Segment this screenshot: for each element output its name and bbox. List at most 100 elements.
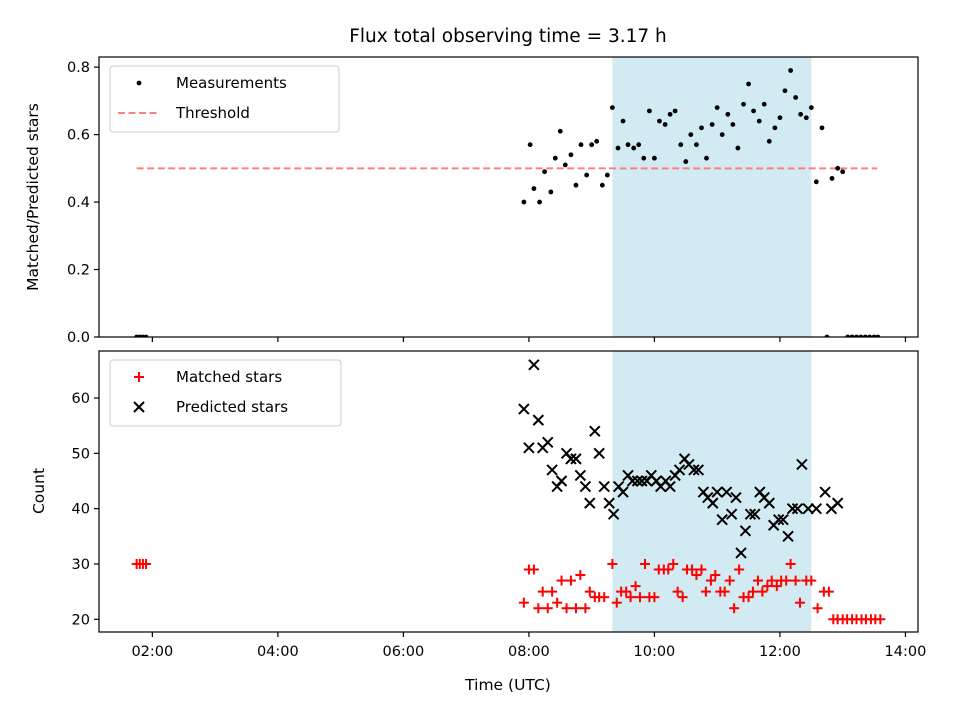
measurement-point	[761, 101, 767, 107]
matched-star-marker	[621, 586, 632, 597]
predicted-star-marker	[532, 414, 545, 426]
measurement-point	[777, 115, 783, 121]
top-shaded-region	[612, 57, 812, 337]
matched-star-marker	[806, 575, 817, 586]
bottom-y-tick-label: 60	[72, 391, 90, 407]
matched-star-marker	[599, 592, 610, 603]
measurement-point	[568, 152, 574, 158]
matched-star-marker	[766, 575, 777, 586]
predicted-star-marker	[707, 497, 719, 509]
matched-star-marker	[630, 581, 641, 592]
matched-star-marker	[528, 564, 539, 575]
measurement-point	[719, 132, 725, 137]
matched-star-marker	[747, 586, 758, 597]
matched-star-marker	[141, 558, 152, 569]
measurement-point	[756, 118, 762, 124]
matched-star-marker	[700, 586, 711, 597]
measurement-point	[683, 159, 689, 164]
measurement-point	[678, 142, 684, 148]
measurement-point	[652, 155, 657, 161]
predicted-star-marker	[542, 436, 554, 448]
legend-label: Threshold	[175, 104, 250, 122]
measurement-point	[657, 118, 662, 124]
measurement-point	[531, 186, 537, 191]
measurement-point	[573, 182, 579, 188]
top-axes-frame	[98, 56, 919, 338]
matched-star-marker	[757, 586, 768, 597]
measurement-point	[782, 88, 788, 94]
measurement-point	[584, 172, 590, 178]
measurement-point	[625, 142, 631, 148]
matched-star-marker	[580, 603, 591, 614]
x-tick-label: 08:00	[508, 644, 550, 660]
measurement-point	[766, 138, 772, 144]
matched-star-marker	[565, 575, 576, 586]
predicted-star-marker	[593, 447, 605, 460]
matched-star-marker	[556, 575, 567, 586]
matched-star-marker	[771, 581, 782, 592]
matched-star-marker	[537, 586, 548, 597]
predicted-star-marker	[744, 508, 757, 520]
matched-star-marker	[547, 586, 558, 597]
matched-star-marker	[570, 603, 581, 614]
measurement-point	[562, 162, 568, 168]
predicted-star-marker	[735, 547, 747, 559]
measurement-point	[793, 95, 799, 100]
top-y-tick-label: 0.0	[67, 330, 90, 346]
measurement-point	[604, 172, 610, 178]
matched-star-marker	[663, 564, 674, 575]
measurement-point	[725, 111, 731, 117]
predicted-star-marker	[617, 486, 629, 498]
x-tick-label: 04:00	[257, 644, 299, 660]
x-tick-label: 06:00	[382, 644, 424, 660]
measurement-point	[741, 101, 746, 107]
legend-predicted-marker	[133, 401, 145, 413]
measurement-point	[835, 165, 841, 171]
measurement-point	[714, 105, 720, 111]
predicted-star-marker	[664, 480, 676, 493]
measurement-point	[699, 125, 704, 131]
matched-star-marker	[625, 592, 636, 603]
matched-star-marker	[734, 564, 745, 575]
predicted-star-marker	[791, 502, 804, 515]
matched-star-marker	[696, 564, 707, 575]
measurement-point	[631, 145, 637, 151]
predicted-star-marker	[730, 491, 742, 504]
measurement-point	[552, 155, 558, 161]
predicted-star-marker	[692, 464, 705, 476]
matched-star-marker	[743, 592, 754, 603]
matched-star-marker	[677, 592, 688, 603]
matched-star-marker	[795, 597, 806, 608]
matched-star-marker	[611, 597, 622, 608]
x-tick-label: 12:00	[759, 644, 801, 660]
bottom-y-axis-label: Count	[30, 468, 48, 514]
x-tick-label: 02:00	[131, 644, 173, 660]
measurement-point	[537, 199, 542, 205]
predicted-star-marker	[802, 502, 814, 515]
matched-star-marker	[584, 586, 595, 597]
measurement-point	[751, 108, 756, 114]
matched-star-marker	[785, 558, 796, 569]
matched-star-marker	[640, 558, 650, 569]
bottom-y-tick-label: 40	[72, 502, 90, 518]
measurement-point	[646, 108, 652, 114]
top-legend	[109, 65, 340, 133]
predicted-star-marker	[749, 508, 761, 520]
predicted-star-marker	[555, 475, 568, 487]
measurement-point	[803, 115, 809, 121]
predicted-star-marker	[579, 480, 592, 493]
predicted-star-marker	[810, 502, 823, 515]
legend-label: Measurements	[176, 74, 287, 92]
predicted-star-marker	[626, 475, 639, 487]
predicted-star-marker	[565, 453, 577, 465]
predicted-star-marker	[772, 514, 785, 526]
matched-star-marker	[729, 603, 740, 614]
chart-title: Flux total observing time = 3.17 h	[349, 26, 667, 47]
top-y-tick-label: 0.6	[67, 128, 90, 144]
top-y-tick-label: 0.4	[67, 195, 90, 211]
matched-star-marker	[634, 592, 645, 603]
legend-label: Predicted stars	[176, 398, 288, 416]
measurement-point	[840, 169, 846, 175]
top-y-tick-label: 0.8	[67, 60, 90, 76]
measurement-point	[788, 68, 793, 73]
